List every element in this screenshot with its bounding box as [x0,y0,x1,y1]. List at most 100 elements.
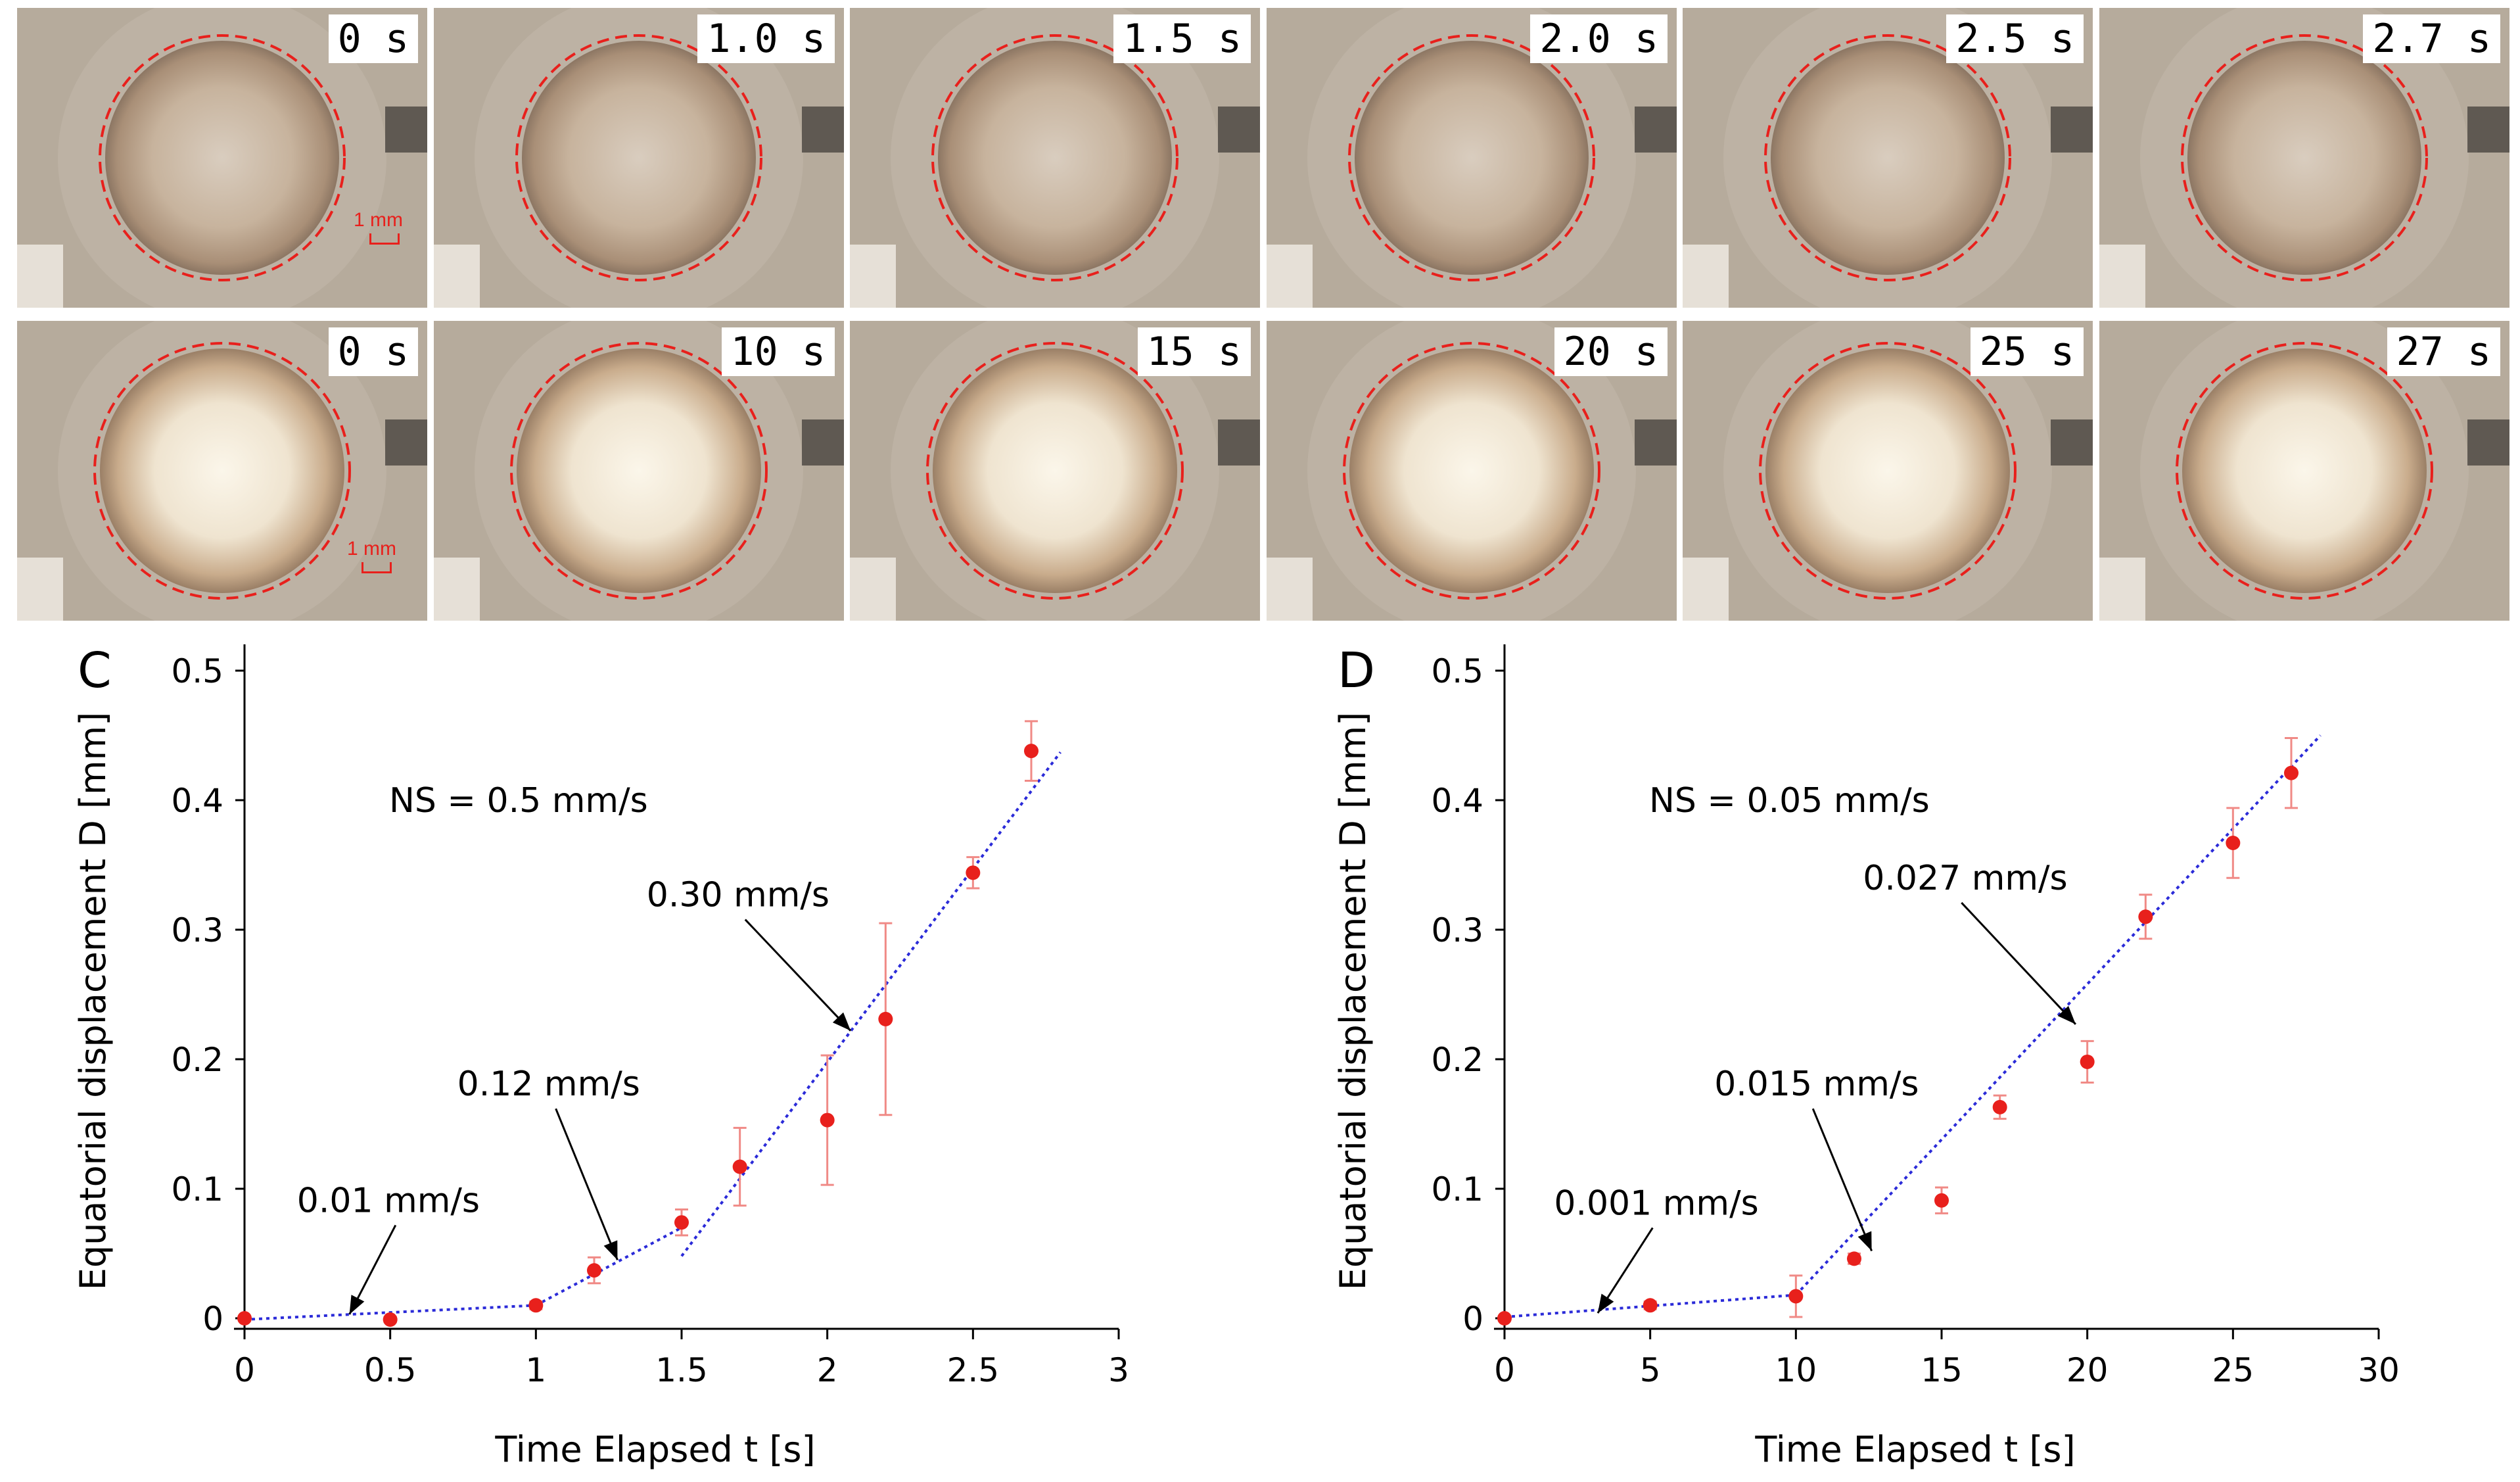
data-point [2226,836,2241,851]
data-point [1934,1193,1949,1208]
x-tick-label: 2 [817,1351,838,1389]
data-point [820,1112,835,1128]
photo-frame-b-2: 10 s [434,321,844,621]
data-point [528,1298,544,1313]
arrow-head [1857,1231,1872,1251]
rate-label: 0.027 mm/s [1863,859,2067,898]
data-point [966,865,981,880]
x-tick-label: 0 [234,1351,255,1389]
photo-frame-a-5: 2.5 s [1683,8,2093,308]
data-point [878,1011,893,1026]
x-tick-label: 1 [525,1351,546,1389]
x-tick-label: 3 [1108,1351,1129,1389]
dashed-outline [2181,34,2428,281]
rate-label: 0.30 mm/s [647,876,829,915]
scale-bar-a [369,233,400,245]
photo-frame-b-4: 20 s [1267,321,1677,621]
x-axis-label: Time Elapsed t [s] [494,1429,815,1470]
x-tick-label: 0.5 [364,1351,417,1389]
time-label: 20 s [1554,327,1668,376]
photo-frame-a-6: 2.7 s [2099,8,2509,308]
x-tick-label: 0 [1494,1351,1515,1389]
data-point [383,1312,398,1327]
y-tick-label: 0.5 [171,652,223,690]
y-tick-label: 0.2 [1431,1041,1483,1079]
data-point [587,1263,601,1278]
dashed-outline [931,34,1178,281]
ns-annotation: NS = 0.05 mm/s [1649,781,1930,821]
y-tick-label: 0.4 [1431,782,1483,820]
arrow-head [603,1240,618,1260]
y-tick-label: 0.1 [171,1170,223,1208]
scale-bar-b [362,562,392,573]
x-tick-label: 25 [2212,1351,2254,1389]
fit-line [535,1226,682,1307]
y-axis-label: Equatorial displacement D [mm] [1332,712,1374,1291]
time-label: 1.0 s [697,14,835,63]
time-label: 2.0 s [1530,14,1668,63]
data-point [1847,1251,1861,1266]
photo-frame-b-1: 0 s [17,321,427,621]
fit-line [680,751,1062,1257]
photo-frame-b-3: 15 s [850,321,1260,621]
y-tick-label: 0.5 [1431,652,1483,690]
rate-arrow [555,1108,618,1260]
y-tick-label: 0.3 [171,911,223,949]
data-point [732,1159,747,1174]
time-label: 27 s [2387,327,2500,376]
ns-annotation: NS = 0.5 mm/s [389,781,648,821]
time-label: 2.7 s [2363,14,2500,63]
dashed-outline [1759,342,2017,600]
dashed-outline [926,342,1184,600]
time-label: 2.5 s [1946,14,2084,63]
dashed-outline [1764,34,2011,281]
data-point [2080,1054,2095,1069]
dashed-outline [1348,34,1595,281]
rate-label: 0.12 mm/s [457,1064,640,1104]
y-tick-label: 0.4 [171,782,223,820]
rate-label: 0.015 mm/s [1714,1064,1919,1104]
dashed-outline [515,34,762,281]
arrow-head [2057,1005,2076,1024]
time-label: 1.5 s [1113,14,1251,63]
scale-label-b: 1 mm [347,538,396,560]
time-label: 10 s [721,327,835,376]
x-tick-label: 15 [1921,1351,1963,1389]
y-tick-label: 0.2 [171,1041,223,1079]
time-label: 25 s [1970,327,2084,376]
y-tick-label: 0 [202,1300,223,1338]
dashed-outline [2176,342,2433,600]
photo-frame-a-4: 2.0 s [1267,8,1677,308]
x-tick-label: 20 [2066,1351,2109,1389]
arrow-head [349,1295,365,1315]
rate-arrow [1811,1108,1873,1252]
time-label: 0 s [328,327,418,376]
panel-label-c: C [78,642,112,699]
time-label: 0 s [328,14,418,63]
x-tick-label: 2.5 [947,1351,1000,1389]
rate-label: 0.001 mm/s [1554,1183,1758,1223]
data-point [237,1311,252,1326]
y-tick-label: 0.3 [1431,911,1483,949]
chart-d: D 0 0.1 0.2 0.3 0.4 0.5 0 5 10 15 20 25 30 Time Elapse… [1332,642,2400,1470]
y-tick-label: 0 [1462,1300,1483,1338]
rate-arrow [1961,901,2077,1025]
photo-frame-a-2: 1.0 s [434,8,844,308]
data-point [2138,909,2153,924]
data-point [1497,1311,1512,1326]
x-tick-label: 1.5 [655,1351,708,1389]
x-tick-label: 30 [2358,1351,2400,1389]
time-label: 15 s [1137,327,1251,376]
data-point [674,1215,689,1230]
data-point [1024,744,1038,759]
photo-frame-a-3: 1.5 s [850,8,1260,308]
data-point [1992,1099,2007,1114]
photo-frame-a-1: 0 s [17,8,427,308]
data-point [1788,1289,1804,1304]
x-tick-label: 10 [1775,1351,1817,1389]
scale-label-a: 1 mm [354,209,403,231]
rate-label: 0.01 mm/s [297,1181,480,1220]
dashed-outline [93,342,351,600]
data-point [2284,765,2298,780]
arrow-head [1597,1293,1614,1314]
